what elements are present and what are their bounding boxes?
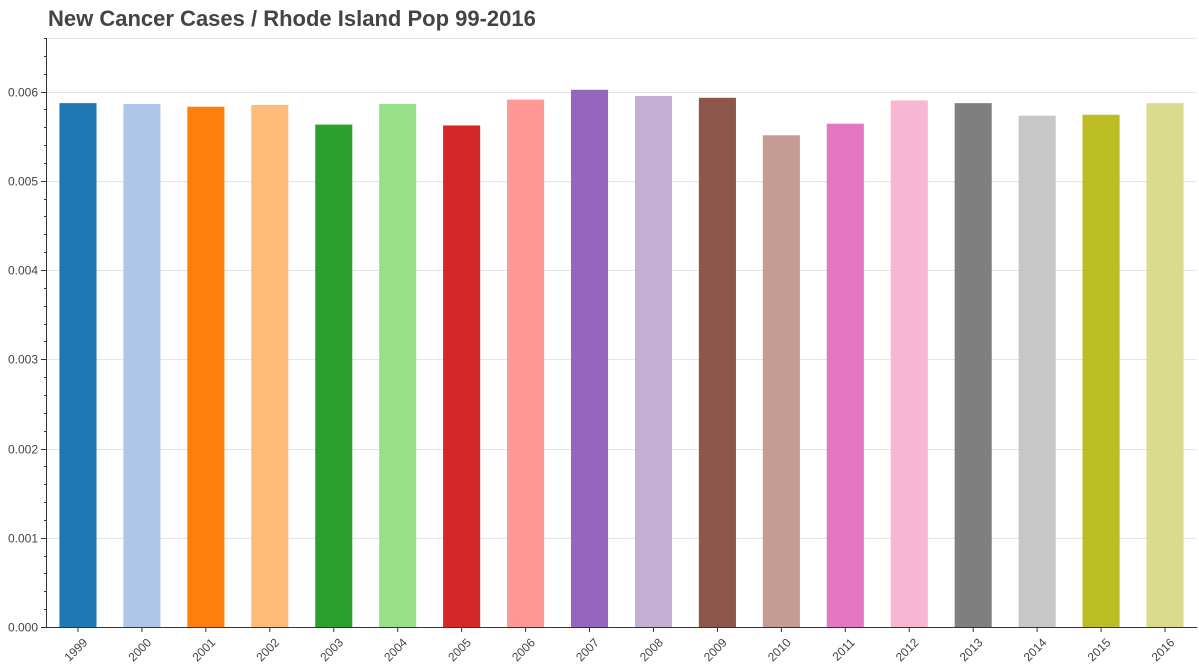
x-tick-label: 2002 (253, 635, 282, 664)
bar-2007 (570, 89, 609, 627)
bar-2013 (954, 103, 992, 627)
axes (41, 38, 1197, 632)
bar-2016 (1146, 103, 1184, 627)
y-tick-label: 0.005 (8, 175, 38, 189)
bar-2006 (507, 99, 545, 627)
bar-2004 (379, 104, 417, 628)
y-tick-labels: 0.000 0.001 0.002 0.003 0.004 0.005 0.006 (8, 86, 38, 635)
bar-2002 (251, 104, 289, 627)
x-tick-label: 1999 (62, 635, 91, 664)
x-tick-label: 2003 (317, 635, 346, 664)
x-tick-label: 2009 (701, 635, 730, 664)
x-tick-label: 2010 (765, 635, 794, 664)
x-tick-label: 2005 (445, 635, 474, 664)
y-tick-label: 0.003 (8, 353, 38, 367)
chart-title: New Cancer Cases / Rhode Island Pop 99-2… (48, 6, 536, 31)
bar-2008 (634, 96, 673, 628)
x-tick-label: 2007 (573, 635, 602, 664)
x-tick-label: 2011 (829, 635, 857, 663)
y-tick-label: 0.006 (8, 86, 38, 100)
bar-2010 (762, 135, 800, 628)
x-tick-label: 2006 (509, 635, 538, 664)
bar-2003 (315, 124, 353, 627)
y-tick-label: 0.004 (8, 264, 38, 278)
x-tick-labels: 1999 2000 2001 2002 2003 2004 2005 2006 2007 2008… (62, 635, 1178, 664)
y-tick-label: 0.000 (8, 621, 38, 635)
grid-lines (46, 38, 1197, 539)
bar-2014 (1018, 115, 1056, 628)
x-tick-label: 2016 (1149, 635, 1178, 664)
x-tick-label: 2014 (1021, 635, 1050, 664)
bar-2001 (187, 106, 225, 627)
y-tick-label: 0.001 (8, 532, 38, 546)
x-tick-label: 2012 (893, 635, 922, 664)
bars (59, 89, 1184, 628)
x-tick-label: 2015 (1085, 635, 1114, 664)
y-tick-label: 0.002 (8, 443, 38, 457)
bar-2012 (890, 100, 928, 627)
bar-1999 (59, 103, 97, 627)
bar-2000 (123, 104, 161, 628)
bar-2005 (443, 125, 481, 627)
bar-2015 (1082, 114, 1120, 628)
x-tick-label: 2000 (125, 635, 154, 664)
x-tick-label: 2001 (189, 635, 218, 664)
bar-2009 (698, 97, 736, 628)
x-tick-label: 2008 (637, 635, 666, 664)
bar-2011 (826, 123, 864, 627)
x-tick-label: 2013 (957, 635, 986, 664)
x-tick-label: 2004 (381, 635, 410, 664)
